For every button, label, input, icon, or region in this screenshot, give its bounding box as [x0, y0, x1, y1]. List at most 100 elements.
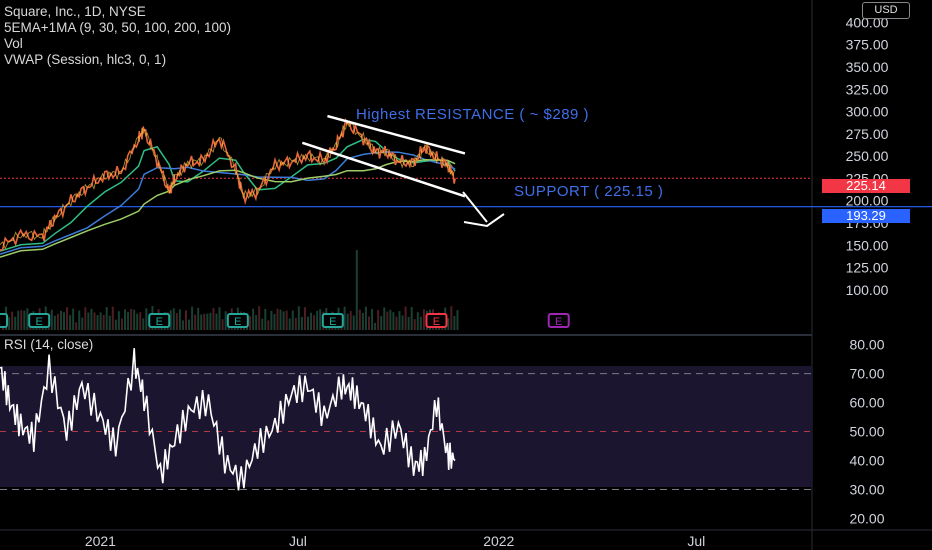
volume-bar	[383, 307, 386, 330]
symbol-title[interactable]: Square, Inc., 1D, NYSE	[4, 4, 146, 19]
ema-indicator-label[interactable]: 5EMA+1MA (9, 30, 50, 100, 200, 100)	[4, 20, 232, 35]
price-series-overlay	[0, 119, 455, 250]
time-axis-label: 2022	[483, 533, 514, 549]
volume-bar	[145, 308, 148, 330]
volume-bar	[14, 316, 17, 330]
volume-bar	[270, 310, 273, 330]
volume-indicator-label[interactable]: Vol	[4, 36, 23, 51]
volume-bar	[87, 312, 90, 330]
earnings-marker-icon: E	[28, 313, 51, 328]
volume-bar	[343, 306, 346, 330]
volume-bar	[294, 317, 297, 330]
price-tick-label: 200.00	[846, 193, 889, 209]
volume-bar	[276, 308, 279, 330]
volume-bar	[130, 308, 133, 330]
volume-bar	[96, 315, 99, 330]
volume-bar	[300, 316, 303, 330]
price-tick-label: 325.00	[846, 81, 889, 97]
rsi-tick-label: 40.00	[849, 453, 884, 469]
volume-bar	[358, 309, 361, 330]
volume-bar	[17, 310, 20, 330]
rsi-tick-label: 60.00	[849, 395, 884, 411]
price-tick-label: 250.00	[846, 148, 889, 164]
volume-bar	[380, 315, 383, 330]
volume-bar	[221, 319, 224, 330]
earnings-marker-box	[148, 313, 171, 328]
volume-bar	[447, 318, 450, 330]
volume-bar	[69, 315, 72, 330]
rsi-tick-label: 50.00	[849, 424, 884, 440]
volume-bar	[72, 308, 75, 330]
rsi-tick-label: 30.00	[849, 481, 884, 497]
volume-bar	[90, 308, 93, 330]
volume-bar	[264, 308, 267, 330]
earnings-marker-box	[425, 313, 448, 328]
volume-bar	[319, 309, 322, 330]
resistance-channel-bottom[interactable]	[301, 141, 466, 198]
volume-bar	[169, 310, 172, 330]
earnings-marker-box	[321, 313, 344, 328]
earnings-marker-label: E	[0, 316, 1, 328]
volume-bar	[75, 322, 78, 330]
price-tick-label: 150.00	[846, 237, 889, 253]
volume-bar	[456, 310, 459, 330]
volume-bar	[355, 250, 358, 330]
vwap-indicator-label[interactable]: VWAP (Session, hlc3, 0, 1)	[4, 52, 167, 67]
volume-bar	[59, 310, 62, 330]
earnings-marker-box	[547, 313, 570, 328]
volume-bar	[114, 319, 117, 330]
price-tick-label: 350.00	[846, 59, 889, 75]
earnings-marker-label: E	[36, 316, 43, 328]
volume-bar	[279, 309, 282, 330]
volume-bar	[368, 316, 370, 330]
volume-bar	[316, 310, 319, 330]
volume-bar	[81, 317, 84, 330]
volume-bar	[206, 313, 209, 330]
volume-bar	[84, 307, 87, 330]
earnings-marker-box	[0, 313, 8, 328]
rsi-indicator-label[interactable]: RSI (14, close)	[4, 337, 94, 352]
volume-bar	[413, 319, 416, 330]
currency-button[interactable]: USD	[862, 2, 910, 19]
volume-bar	[215, 313, 218, 330]
volume-bar	[209, 312, 212, 330]
price-tick-label: 100.00	[846, 282, 889, 298]
volume-bar	[93, 312, 96, 330]
time-axis-label: 2021	[85, 533, 116, 549]
volume-bar	[364, 306, 367, 330]
volume-bar	[410, 307, 413, 330]
volume-bar	[398, 311, 401, 330]
volume-bar	[282, 311, 285, 330]
earnings-marker-label: E	[433, 316, 440, 328]
volume-bar	[188, 319, 191, 330]
earnings-marker-label: E	[234, 316, 241, 328]
volume-bar	[56, 313, 59, 330]
volume-bar	[218, 307, 221, 330]
volume-bar	[194, 314, 197, 330]
price-tick-label: 125.00	[846, 260, 889, 276]
volume-bar	[224, 311, 227, 330]
volume-bar	[178, 309, 181, 330]
volume-bar	[20, 310, 23, 330]
volume-bar	[117, 311, 120, 330]
volume-bar	[50, 309, 53, 330]
volume-bar	[303, 307, 306, 330]
resistance-channel-top[interactable]	[327, 114, 466, 155]
rsi-tick-label: 80.00	[849, 337, 884, 353]
volume-bar	[200, 314, 203, 330]
earnings-marker-icon: E	[425, 313, 448, 328]
time-axis-label: Jul	[289, 533, 307, 549]
volume-bar	[191, 306, 194, 330]
price-tick-label: 275.00	[846, 126, 889, 142]
volume-bar	[136, 313, 139, 330]
earnings-marker-box	[28, 313, 51, 328]
volume-bar	[407, 316, 410, 330]
earnings-marker-icon: E	[0, 313, 8, 328]
down-arrow-icon[interactable]	[462, 191, 505, 228]
support-annotation[interactable]: SUPPORT ( 225.15 )	[514, 183, 664, 200]
volume-bar	[273, 313, 276, 330]
resistance-annotation[interactable]: Highest RESISTANCE ( ~ $289 )	[356, 106, 590, 123]
volume-bar	[401, 315, 404, 330]
volume-bar	[181, 320, 184, 330]
